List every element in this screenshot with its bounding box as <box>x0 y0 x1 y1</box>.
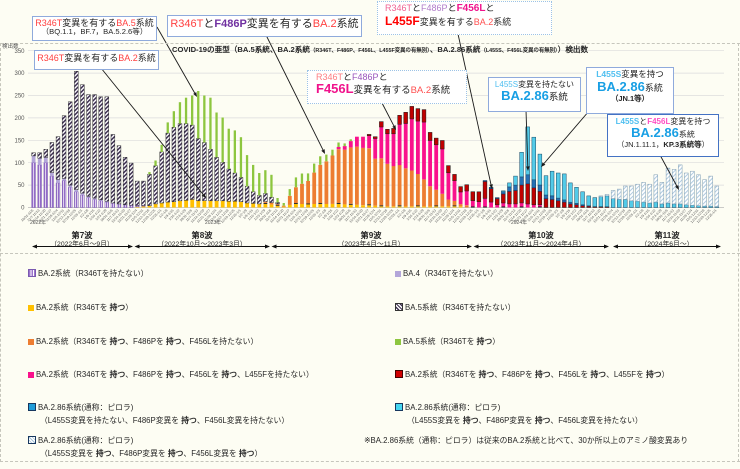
svg-text:200: 200 <box>14 116 25 122</box>
svg-text:250: 250 <box>14 94 25 100</box>
svg-text:50: 50 <box>18 183 25 189</box>
svg-text:150: 150 <box>14 138 25 144</box>
svg-text:300: 300 <box>14 71 25 77</box>
svg-text:100: 100 <box>14 161 25 167</box>
svg-text:0: 0 <box>21 206 25 212</box>
